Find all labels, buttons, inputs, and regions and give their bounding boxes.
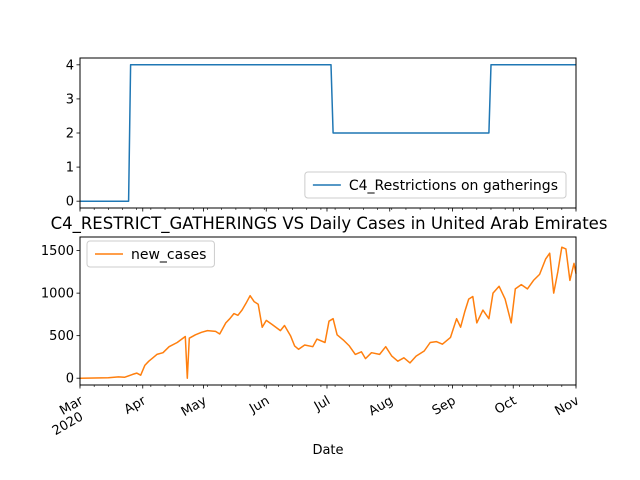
restrictions-legend-box: [304, 171, 567, 199]
y-tick-label: 1500: [41, 244, 74, 259]
series-line-new-cases: [79, 246, 577, 379]
y-tick-label: 1000: [41, 287, 74, 302]
y-tick-label: 0: [66, 195, 74, 210]
y-tick-label: 2: [66, 127, 74, 142]
y-tick-label: 1: [66, 161, 74, 176]
restrictions-y-ticks: 0 1 2 3 4: [66, 58, 80, 210]
cases-legend-label: new_cases: [131, 247, 206, 263]
restrictions-axes-frame: [79, 57, 577, 209]
x-tick-label: Jul: [311, 393, 333, 414]
y-tick-label: 3: [66, 92, 74, 107]
restrictions-axes: 0 1 2 3 4 C4_Restrictions on gatherings: [66, 57, 577, 212]
restrictions-legend: C4_Restrictions on gatherings: [304, 171, 567, 199]
cases-x-axis-label: Date: [312, 443, 343, 458]
y-tick-label: 4: [66, 58, 74, 73]
y-tick-label: 500: [49, 329, 74, 344]
cases-plot-area: [79, 246, 577, 379]
cases-y-ticks: 0 500 1000 1500: [41, 244, 80, 387]
restrictions-plot-area: [80, 64, 576, 202]
cases-legend-box: [86, 240, 215, 268]
series-line-c4-restrictions-on-gatherings: [80, 64, 576, 202]
restrictions-legend-label: C4_Restrictions on gatherings: [349, 178, 558, 194]
cases-chart-title: C4_RESTRICT_GATHERINGS VS Daily Cases in…: [51, 214, 608, 234]
cases-axes-frame: [79, 236, 577, 386]
y-tick-label: 0: [66, 372, 74, 387]
cases-legend: new_cases: [86, 240, 215, 268]
